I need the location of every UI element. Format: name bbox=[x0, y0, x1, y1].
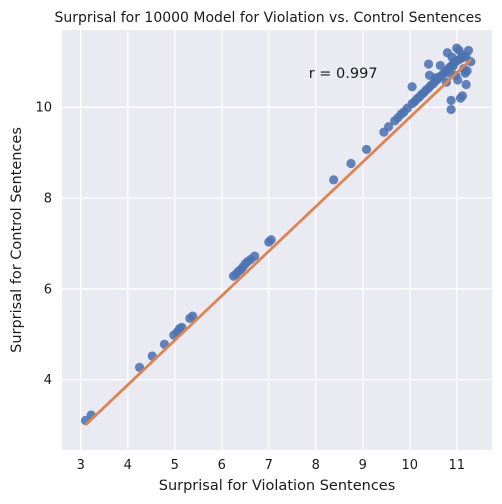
data-point bbox=[462, 66, 472, 76]
data-points bbox=[80, 43, 476, 426]
data-point bbox=[407, 82, 417, 92]
x-tick-label: 8 bbox=[312, 458, 320, 473]
data-point bbox=[446, 95, 456, 105]
data-point bbox=[329, 175, 339, 185]
data-point bbox=[461, 79, 471, 90]
data-point bbox=[453, 75, 463, 85]
y-tick-labels: 4 6 8 10 bbox=[35, 101, 52, 388]
x-tick-labels: 3 4 5 6 7 8 9 10 11 bbox=[77, 458, 465, 473]
x-tick-label: 11 bbox=[448, 458, 465, 473]
data-point bbox=[466, 57, 476, 67]
x-tick-label: 9 bbox=[359, 458, 367, 473]
correlation-annotation: r = 0.997 bbox=[309, 66, 378, 82]
y-tick-label: 4 bbox=[44, 373, 52, 388]
data-point bbox=[435, 60, 445, 71]
data-point bbox=[266, 235, 276, 245]
x-tick-label: 7 bbox=[265, 458, 273, 473]
data-point bbox=[431, 73, 441, 83]
data-point bbox=[449, 57, 460, 67]
data-point bbox=[423, 59, 434, 69]
data-point bbox=[346, 158, 356, 169]
data-point bbox=[361, 144, 372, 155]
chart-title: Surprisal for 10000 Model for Violation … bbox=[54, 10, 481, 26]
y-axis-label: Surprisal for Control Sentences bbox=[9, 127, 25, 353]
data-point bbox=[384, 122, 394, 132]
fit-line bbox=[84, 58, 472, 427]
data-point bbox=[446, 104, 456, 115]
data-point bbox=[250, 251, 260, 261]
y-tick-label: 10 bbox=[35, 101, 52, 116]
y-tick-label: 6 bbox=[44, 282, 52, 297]
y-tick-label: 8 bbox=[44, 192, 52, 207]
x-tick-label: 3 bbox=[77, 458, 85, 473]
x-tick-label: 6 bbox=[218, 458, 226, 473]
x-tick-label: 10 bbox=[401, 458, 418, 473]
x-axis-label: Surprisal for Violation Sentences bbox=[159, 478, 396, 494]
data-point bbox=[463, 45, 474, 56]
x-tick-label: 4 bbox=[124, 458, 132, 473]
data-point bbox=[188, 311, 198, 321]
x-tick-label: 5 bbox=[171, 458, 179, 473]
data-point bbox=[457, 91, 467, 101]
